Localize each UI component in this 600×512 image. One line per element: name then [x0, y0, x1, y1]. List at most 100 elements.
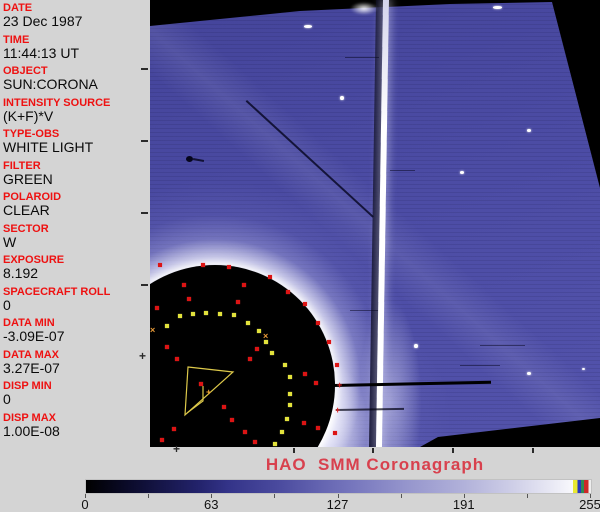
fiducial-dot-yellow	[232, 313, 236, 317]
metadata-value: SUN:CORONA	[3, 76, 98, 92]
metadata-entry: EXPOSURE 8.192	[3, 254, 150, 281]
fiducial-polygon-outer	[184, 366, 235, 417]
fiducial-dot-red	[155, 306, 159, 310]
colorbar-tick	[526, 494, 528, 498]
fiducial-dot-yellow	[165, 324, 169, 328]
metadata-value: 23 Dec 1987	[3, 13, 83, 29]
metadata-entry: FILTER GREEN	[3, 160, 150, 187]
fiducial-dot-yellow	[285, 417, 289, 421]
fiducial-dot-yellow	[280, 430, 284, 434]
metadata-entry: SPACECRAFT ROLL 0	[3, 286, 150, 313]
fiducial-dot-red	[175, 357, 179, 361]
metadata-value: WHITE LIGHT	[3, 139, 94, 155]
fiducial-dot-yellow	[204, 311, 208, 315]
star-speck	[304, 25, 312, 28]
fiducial-cross-orange: ×	[263, 331, 269, 341]
fiducial-dot-red	[187, 297, 191, 301]
fiducial-dot-red	[160, 438, 164, 442]
fiducial-dot-red	[243, 430, 247, 434]
metadata-entry: POLAROID CLEAR	[3, 191, 150, 218]
left-axis-tick	[141, 68, 148, 70]
metadata-value: GREEN	[3, 170, 53, 187]
colorbar-tick	[274, 494, 276, 498]
star-speck	[340, 96, 344, 100]
fiducial-dot-yellow	[283, 363, 287, 367]
metadata-label: DATE	[3, 2, 33, 14]
fiducial-dot-red	[316, 426, 320, 430]
colorbar-tick-label: 127	[326, 497, 349, 512]
bottom-axis-tick	[532, 448, 534, 453]
fiducial-dot-red	[236, 300, 240, 304]
fiducial-dot-red	[327, 340, 331, 344]
fiducial-dot-red	[182, 283, 186, 287]
fiducial-dot-red	[303, 372, 307, 376]
metadata-entry: DISP MAX 1.00E-08	[3, 412, 150, 439]
metadata-label: SECTOR	[3, 222, 49, 235]
left-axis-tick	[141, 140, 148, 142]
colorbar-tick	[590, 494, 591, 498]
colorbar-tick	[337, 494, 339, 498]
fiducial-dot-red	[286, 290, 290, 294]
image-title: HAO SMM Coronagraph	[265, 455, 485, 474]
fiducial-dot-red	[165, 345, 169, 349]
metadata-value: -3.09E-07	[3, 328, 65, 344]
metadata-value: 11:44:13 UT	[3, 44, 80, 61]
metadata-label: TYPE-OBS	[3, 128, 60, 140]
metadata-label: DISP MAX	[3, 411, 56, 424]
bottom-axis-tick	[293, 448, 295, 453]
fiducial-dot-yellow	[264, 340, 268, 344]
left-axis-plus: +	[139, 349, 147, 363]
fiducial-dot-red	[302, 421, 306, 425]
left-axis-tick	[141, 212, 148, 214]
bottom-axis-tick	[452, 448, 454, 453]
metadata-entry: OBJECT SUN:CORONA	[3, 65, 150, 92]
colorbar-tick-label: 191	[452, 497, 475, 512]
intensity-colorbar	[85, 479, 592, 494]
fiducial-dot-red	[227, 265, 231, 269]
star-speck	[582, 368, 585, 370]
coronagraph-image: + + × × +	[150, 0, 600, 447]
metadata-value: 0	[3, 296, 11, 313]
colorbar-tick	[463, 494, 465, 498]
metadata-entry: DATA MIN -3.09E-07	[3, 317, 150, 344]
fiducial-plus-red: +	[337, 380, 343, 390]
colorbar-tick-label: 0	[81, 497, 89, 512]
left-axis-tick	[141, 284, 148, 286]
fiducial-dot-yellow	[288, 375, 292, 379]
fiducial-plus-red: +	[335, 405, 341, 415]
colorbar-tick-label: 63	[204, 497, 219, 512]
metadata-value: (K+F)*V	[3, 107, 54, 124]
colorbar-tick-label: 255	[579, 497, 600, 512]
fiducial-dot-yellow	[246, 321, 250, 325]
star-speck	[493, 6, 502, 9]
dark-dash	[345, 57, 379, 58]
occulter-polygon-overlay	[184, 366, 235, 417]
metadata-label: INTENSITY SOURCE	[3, 96, 111, 109]
metadata-value: 3.27E-07	[3, 359, 60, 376]
colorbar-tick	[211, 494, 213, 498]
fiducial-dot-red	[222, 405, 226, 409]
metadata-label: DATA MAX	[3, 348, 60, 361]
bottom-axis-plus: +	[173, 442, 181, 456]
metadata-value: 1.00E-08	[3, 422, 60, 439]
dust-speck	[186, 156, 193, 162]
colorbar-tick	[400, 494, 402, 498]
metadata-entry: INTENSITY SOURCE (K+F)*V	[3, 97, 150, 124]
star-speck	[460, 171, 464, 174]
fiducial-cross-orange: ×	[150, 325, 156, 335]
fiducial-dot-red	[303, 302, 307, 306]
colorbar-tick	[148, 494, 150, 498]
fiducial-dot-yellow	[178, 314, 182, 318]
fiducial-dot-red	[268, 275, 272, 279]
metadata-panel: DATE 23 Dec 1987 TIME 11:44:13 UT OBJECT SUN:…	[0, 0, 150, 447]
fiducial-dot-red	[230, 418, 234, 422]
fiducial-dot-red	[199, 382, 203, 386]
fiducial-dot-red	[253, 440, 257, 444]
fiducial-dot-yellow	[218, 312, 222, 316]
fiducial-dot-yellow	[273, 442, 277, 446]
metadata-label: POLAROID	[3, 191, 62, 203]
metadata-label: SPACECRAFT ROLL	[3, 285, 111, 298]
metadata-value: 8.192	[3, 265, 39, 281]
metadata-entry: TYPE-OBS WHITE LIGHT	[3, 128, 150, 155]
